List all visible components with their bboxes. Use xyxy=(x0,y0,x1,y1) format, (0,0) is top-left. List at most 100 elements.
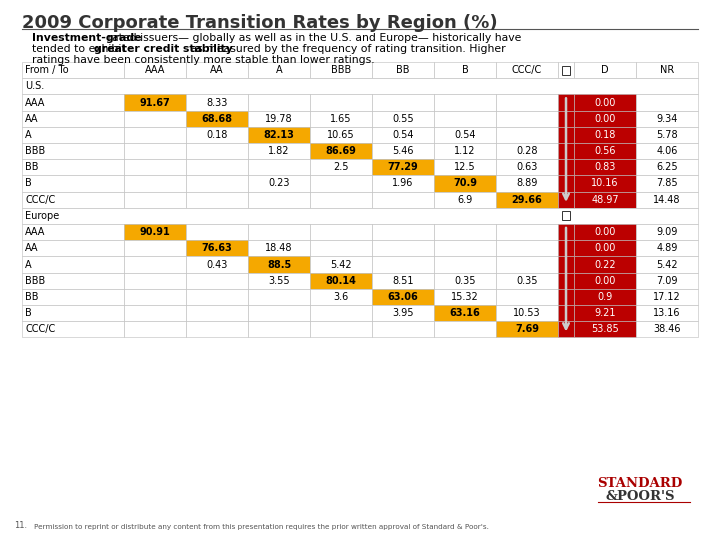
Bar xyxy=(186,256,248,273)
Text: BB: BB xyxy=(25,292,38,302)
Bar xyxy=(124,127,186,143)
Bar xyxy=(248,256,310,273)
Bar xyxy=(636,273,698,289)
Bar xyxy=(496,176,558,192)
Bar xyxy=(372,159,434,176)
Text: 0.18: 0.18 xyxy=(207,130,228,140)
Bar xyxy=(574,240,636,256)
Bar xyxy=(310,273,372,289)
Bar xyxy=(496,62,558,78)
Bar xyxy=(372,94,434,111)
Text: A: A xyxy=(276,65,282,75)
Text: B: B xyxy=(25,308,32,318)
Bar xyxy=(310,111,372,127)
Bar xyxy=(496,94,558,111)
Text: AA: AA xyxy=(25,114,38,124)
Bar xyxy=(496,224,558,240)
Bar xyxy=(636,240,698,256)
Text: 9.21: 9.21 xyxy=(594,308,616,318)
Text: 0.00: 0.00 xyxy=(594,227,616,237)
Bar xyxy=(248,143,310,159)
Bar xyxy=(124,159,186,176)
Text: 1.82: 1.82 xyxy=(269,146,290,156)
Bar xyxy=(310,94,372,111)
Text: 63.06: 63.06 xyxy=(387,292,418,302)
Bar xyxy=(636,176,698,192)
Text: 91.67: 91.67 xyxy=(140,98,171,107)
Bar xyxy=(574,321,636,338)
Bar xyxy=(124,224,186,240)
Bar xyxy=(558,94,574,111)
Text: BB: BB xyxy=(396,65,410,75)
Bar xyxy=(310,224,372,240)
Bar xyxy=(248,289,310,305)
Bar xyxy=(248,224,310,240)
Text: 0.00: 0.00 xyxy=(594,244,616,253)
Bar xyxy=(372,321,434,338)
Text: 0.56: 0.56 xyxy=(594,146,616,156)
Bar xyxy=(574,224,636,240)
Text: 8.89: 8.89 xyxy=(516,179,538,188)
Text: as measured by the frequency of rating transition. Higher: as measured by the frequency of rating t… xyxy=(187,44,505,54)
Bar xyxy=(574,176,636,192)
Bar xyxy=(574,94,636,111)
Bar xyxy=(372,256,434,273)
Bar xyxy=(248,321,310,338)
Text: AA: AA xyxy=(210,65,224,75)
Bar xyxy=(574,143,636,159)
Bar xyxy=(496,273,558,289)
Bar xyxy=(22,143,124,159)
Bar xyxy=(310,159,372,176)
Bar xyxy=(124,305,186,321)
Bar xyxy=(186,305,248,321)
Bar xyxy=(574,62,636,78)
Bar xyxy=(22,289,124,305)
Bar xyxy=(434,224,496,240)
Text: 8.33: 8.33 xyxy=(207,98,228,107)
Bar xyxy=(574,159,636,176)
Text: 1.96: 1.96 xyxy=(392,179,414,188)
Bar xyxy=(574,305,636,321)
Text: rated issuers— globally as well as in the U.S. and Europe— historically have: rated issuers— globally as well as in th… xyxy=(104,33,521,43)
Text: 9.34: 9.34 xyxy=(657,114,678,124)
Text: 14.48: 14.48 xyxy=(653,195,680,205)
Bar xyxy=(248,127,310,143)
Bar xyxy=(186,192,248,208)
Text: CCC/C: CCC/C xyxy=(25,195,55,205)
Text: 29.66: 29.66 xyxy=(512,195,542,205)
Bar xyxy=(22,78,698,94)
Text: AAA: AAA xyxy=(25,227,45,237)
Text: tended to exhibit: tended to exhibit xyxy=(32,44,129,54)
Bar xyxy=(186,94,248,111)
Bar xyxy=(248,176,310,192)
Bar xyxy=(186,289,248,305)
Bar xyxy=(496,289,558,305)
Bar xyxy=(636,289,698,305)
Text: 0.54: 0.54 xyxy=(454,130,476,140)
Text: 5.46: 5.46 xyxy=(392,146,414,156)
Text: 18.48: 18.48 xyxy=(265,244,293,253)
Text: 0.00: 0.00 xyxy=(594,276,616,286)
Bar xyxy=(22,62,124,78)
Bar xyxy=(248,192,310,208)
Text: 3.6: 3.6 xyxy=(333,292,348,302)
Text: 0.54: 0.54 xyxy=(392,130,414,140)
Bar xyxy=(558,224,574,240)
Bar xyxy=(636,94,698,111)
Bar xyxy=(574,256,636,273)
Bar xyxy=(248,62,310,78)
Text: 5.42: 5.42 xyxy=(330,260,352,269)
Text: 17.12: 17.12 xyxy=(653,292,681,302)
Bar xyxy=(22,176,124,192)
Text: 7.69: 7.69 xyxy=(515,325,539,334)
Bar xyxy=(310,289,372,305)
Bar xyxy=(558,159,574,176)
Text: 0.35: 0.35 xyxy=(454,276,476,286)
Text: BBB: BBB xyxy=(331,65,351,75)
Bar xyxy=(22,224,124,240)
Text: 90.91: 90.91 xyxy=(140,227,171,237)
Bar xyxy=(310,62,372,78)
Bar xyxy=(186,111,248,127)
Text: 10.16: 10.16 xyxy=(591,179,618,188)
Text: 6.9: 6.9 xyxy=(457,195,472,205)
